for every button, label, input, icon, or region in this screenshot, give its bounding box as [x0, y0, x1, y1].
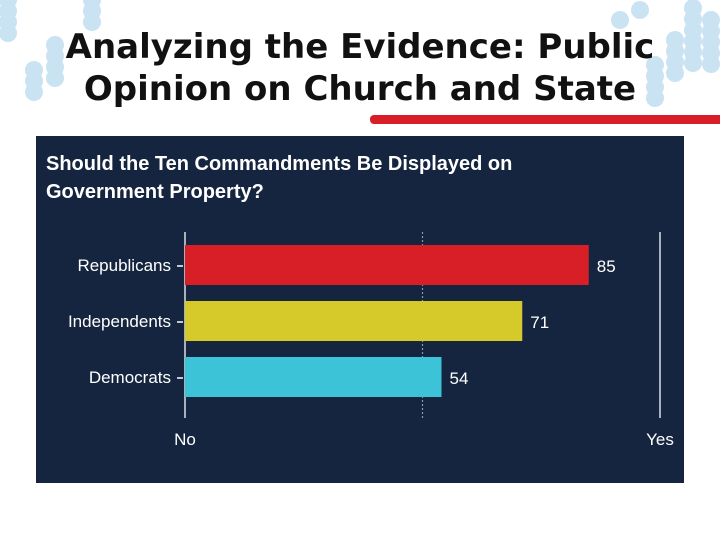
decorative-dot [611, 11, 629, 29]
chart-title-line-2: Government Property? [46, 181, 264, 203]
decorative-dot [684, 54, 702, 72]
category-label: Democrats [89, 368, 171, 387]
slide-title: Analyzing the Evidence: Public Opinion o… [40, 26, 680, 110]
bar-republicans [185, 245, 589, 285]
slide-title-line-2: Opinion on Church and State [83, 69, 637, 109]
value-label: 54 [450, 369, 469, 388]
slide-title-line-1: Analyzing the Evidence: Public [65, 27, 655, 67]
chart-title: Should the Ten Commandments Be Displayed… [46, 150, 666, 206]
value-label: 71 [530, 313, 549, 332]
category-label: Republicans [77, 256, 171, 275]
decorative-dot [83, 13, 101, 31]
value-label: 85 [597, 257, 616, 276]
bar-democrats [185, 357, 442, 397]
category-label: Independents [68, 312, 171, 331]
axis-label-yes: Yes [646, 430, 674, 449]
axis-label-no: No [174, 430, 196, 449]
decorative-dot-columns [0, 0, 720, 107]
decorative-dot [25, 83, 43, 101]
bar-independents [185, 301, 523, 341]
decorative-dot [0, 24, 17, 42]
chart-title-line-1: Should the Ten Commandments Be Displayed… [46, 153, 513, 175]
decorative-dot [46, 69, 64, 87]
decorative-dot [702, 55, 720, 73]
title-red-rule [370, 115, 720, 124]
chart-panel: Republicans 85 Independents 71 Democrats 54 No… [36, 136, 684, 483]
bar-chart: Republicans 85 Independents 71 Democrats 54 No… [68, 232, 674, 449]
decorative-dot [666, 64, 684, 82]
decorative-dot [646, 89, 664, 107]
decorative-dot [631, 1, 649, 19]
